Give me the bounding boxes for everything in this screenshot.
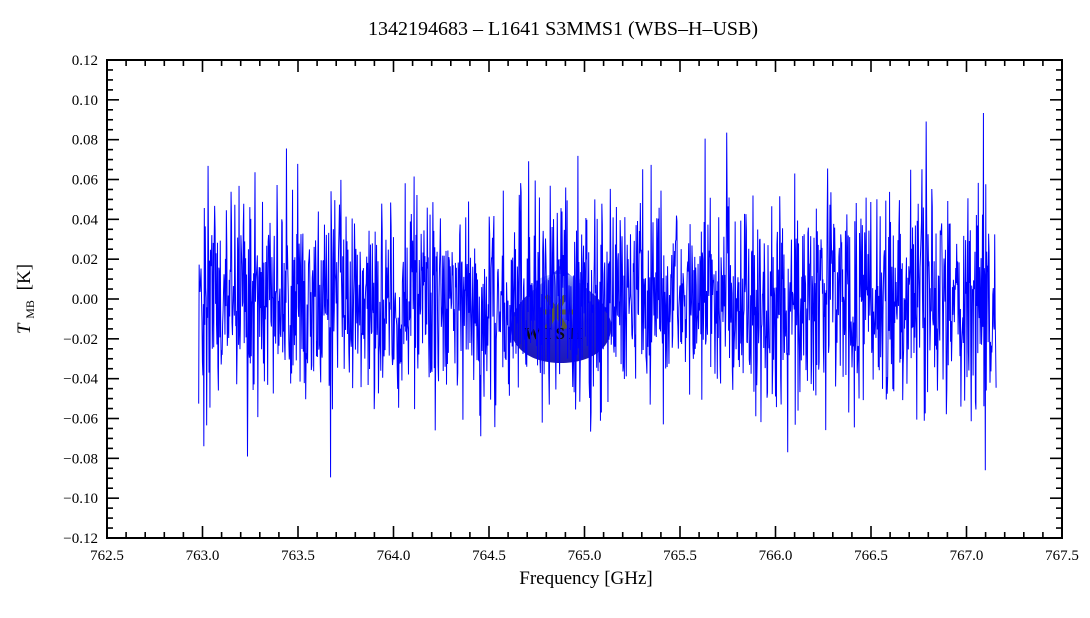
y-tick-label: −0.10 xyxy=(63,491,98,507)
y-axis-label-subscript: MB xyxy=(23,300,37,319)
y-tick-label: −0.12 xyxy=(63,531,98,547)
x-tick-label: 766.5 xyxy=(854,548,888,564)
x-tick-label: 767.0 xyxy=(950,548,984,564)
y-tick-label: 0.12 xyxy=(72,53,98,69)
plot-axes: 762.5 763.0 763.5 764.0 764.5 765.0 765.5 766.0… xyxy=(63,53,1079,564)
plot-title: 1342194683 – L1641 S3MMS1 (WBS–H–USB) xyxy=(368,18,758,40)
y-tick-label: 0.02 xyxy=(72,252,98,268)
y-tick-label: 0.10 xyxy=(72,93,98,109)
x-tick-label: 764.5 xyxy=(472,548,506,564)
y-tick-label: 0.00 xyxy=(72,292,98,308)
y-tick-label: 0.06 xyxy=(72,173,99,189)
x-tick-label: 766.0 xyxy=(759,548,793,564)
x-axis-label: Frequency [GHz] xyxy=(519,568,652,589)
y-axis-label: T MB [K] xyxy=(14,264,39,334)
spectrum-polyline xyxy=(198,112,997,478)
y-tick-label: −0.02 xyxy=(63,332,98,348)
spectrum-trace xyxy=(198,112,997,478)
y-tick-label: 0.08 xyxy=(72,133,98,149)
y-tick-label: −0.06 xyxy=(63,412,98,428)
y-axis-label-symbol: T xyxy=(14,322,35,334)
y-tick-label: −0.08 xyxy=(63,451,98,467)
x-tick-label: 762.5 xyxy=(90,548,124,564)
y-tick-label: 0.04 xyxy=(72,212,99,228)
x-tick-label: 764.0 xyxy=(377,548,411,564)
x-tick-label: 767.5 xyxy=(1045,548,1079,564)
y-axis-label-unit: [K] xyxy=(14,264,35,290)
x-tick-label: 763.5 xyxy=(281,548,315,564)
y-tick-label: −0.04 xyxy=(63,372,98,388)
x-tick-label: 765.0 xyxy=(568,548,602,564)
x-tick-label: 765.5 xyxy=(663,548,697,564)
x-tick-label: 763.0 xyxy=(186,548,220,564)
